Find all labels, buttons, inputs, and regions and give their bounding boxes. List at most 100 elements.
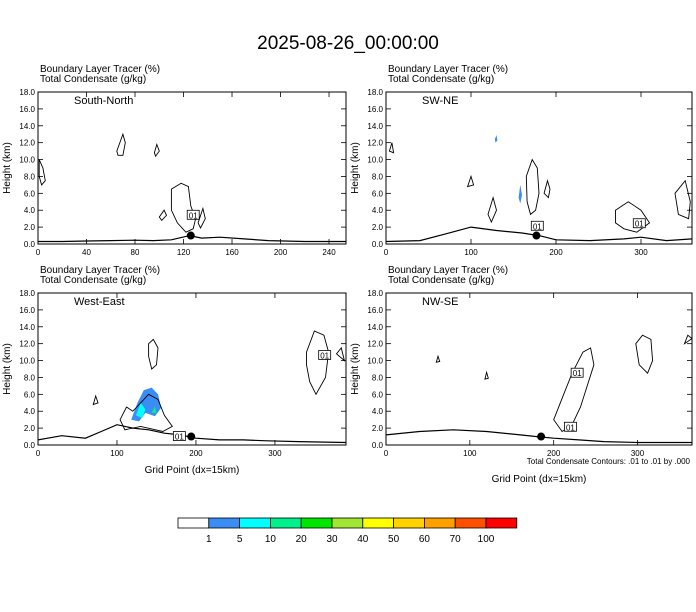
x-tick-label: 120	[177, 248, 191, 257]
panel-label: West-East	[74, 296, 125, 308]
condensate-contour	[153, 142, 160, 158]
x-tick-label: 80	[131, 248, 140, 257]
y-tick-label: 18.0	[19, 289, 35, 298]
x-tick-label: 0	[36, 248, 41, 257]
y-tick-label: 8.0	[24, 373, 36, 382]
colorbar-swatch	[454, 517, 487, 529]
y-tick-label: 0.0	[24, 240, 36, 249]
panel-frame	[37, 91, 347, 245]
tracer-fill	[494, 135, 498, 143]
y-tick-label: 10.0	[19, 156, 35, 165]
y-tick-label: 16.0	[19, 306, 35, 315]
y-axis-label: Height (km)	[2, 142, 13, 194]
condensate-contour	[466, 174, 475, 188]
contour-label: 01	[320, 351, 329, 360]
x-tick-label: 200	[189, 449, 203, 458]
y-tick-label: 6.0	[372, 189, 384, 198]
y-tick-label: 10.0	[367, 156, 383, 165]
x-tick-label: 200	[274, 248, 288, 257]
panels: Boundary Layer Tracer (%) Total Condensat…	[2, 64, 693, 485]
location-marker	[187, 432, 196, 441]
y-tick-label: 4.0	[24, 407, 36, 416]
condensate-contour	[543, 179, 551, 199]
x-tick-label: 0	[384, 449, 389, 458]
colorbar-swatch	[208, 517, 241, 529]
condensate-contour	[38, 159, 46, 186]
y-axis-label: Height (km)	[2, 343, 13, 395]
y-tick-label: 4.0	[372, 407, 384, 416]
contour-label-box	[632, 218, 646, 229]
contour-label: 01	[533, 222, 542, 231]
colorbar-swatch	[362, 517, 394, 529]
y-tick-label: 0.0	[24, 441, 36, 450]
y-tick-label: 18.0	[367, 88, 383, 97]
colorbar-swatch	[485, 517, 518, 529]
panel-header-line: Total Condensate (g/kg)	[40, 275, 146, 286]
y-tick-label: 2.0	[24, 424, 36, 433]
colorbar-swatch	[423, 517, 456, 529]
contour-label-box	[530, 220, 544, 231]
y-tick-label: 6.0	[24, 189, 36, 198]
y-tick-label: 6.0	[372, 390, 384, 399]
y-tick-label: 4.0	[24, 206, 36, 215]
colorbar-label: 30	[326, 534, 338, 545]
colorbar-swatch	[177, 517, 210, 529]
condensate-contour	[635, 334, 654, 375]
x-tick-label: 200	[547, 449, 561, 458]
colorbar-swatch	[269, 517, 302, 529]
contour-label: 01	[566, 423, 575, 432]
condensate-contour	[119, 393, 173, 432]
x-tick-label: 200	[549, 248, 563, 257]
y-tick-label: 2.0	[24, 223, 36, 232]
panel-label: South-North	[74, 95, 133, 107]
condensate-contour	[306, 330, 330, 396]
condensate-contour	[92, 394, 99, 406]
x-tick-label: 100	[463, 449, 477, 458]
terrain-line	[38, 234, 346, 243]
y-tick-label: 2.0	[372, 424, 384, 433]
y-tick-label: 0.0	[372, 240, 384, 249]
contour-label: 01	[175, 433, 184, 442]
colorbar-label: 40	[357, 534, 369, 545]
condensate-contour	[148, 338, 159, 370]
contour-label-box	[186, 209, 200, 220]
x-tick-label: 240	[322, 248, 336, 257]
condensate-contour	[197, 206, 206, 230]
condensate-contour	[170, 182, 197, 233]
contour-label-box	[564, 421, 577, 432]
contour-label: 01	[635, 220, 644, 229]
contour-label: 01	[189, 211, 198, 220]
condensate-contour	[435, 354, 441, 363]
y-tick-label: 8.0	[372, 373, 384, 382]
terrain-line	[386, 429, 692, 444]
x-tick-label: 300	[631, 449, 645, 458]
panel-header-line: Total Condensate (g/kg)	[388, 275, 494, 286]
tracer-fill	[135, 402, 146, 418]
panel-frame	[385, 91, 693, 245]
condensate-contour	[553, 347, 595, 433]
y-tick-label: 16.0	[19, 105, 35, 114]
y-tick-label: 16.0	[367, 306, 383, 315]
colorbar-label: 60	[419, 534, 431, 545]
colorbar: 1 5 10 20 30 40 50 60 70 100	[177, 517, 518, 545]
x-tick-label: 40	[82, 248, 91, 257]
y-tick-label: 4.0	[372, 206, 384, 215]
panel-header-line: Boundary Layer Tracer (%)	[388, 64, 508, 75]
panel-plot-area: 01 01	[386, 334, 692, 444]
y-tick-label: 14.0	[19, 122, 35, 131]
panel-frame	[37, 292, 347, 446]
y-tick-label: 10.0	[367, 357, 383, 366]
contour-label: 01	[573, 369, 582, 378]
x-axis-label: Grid Point (dx=15km)	[145, 465, 240, 476]
location-marker	[532, 231, 541, 240]
panel-2: Boundary Layer Tracer (%)Total Condensat…	[2, 265, 347, 476]
colorbar-swatch	[393, 517, 425, 529]
y-tick-label: 8.0	[372, 172, 384, 181]
condensate-contour	[116, 132, 126, 156]
y-tick-label: 18.0	[19, 88, 35, 97]
panel-header-line: Boundary Layer Tracer (%)	[40, 64, 160, 75]
panel-0: Boundary Layer Tracer (%)Total Condensat…	[2, 64, 347, 257]
y-tick-label: 2.0	[372, 223, 384, 232]
tracer-fill	[131, 387, 162, 422]
